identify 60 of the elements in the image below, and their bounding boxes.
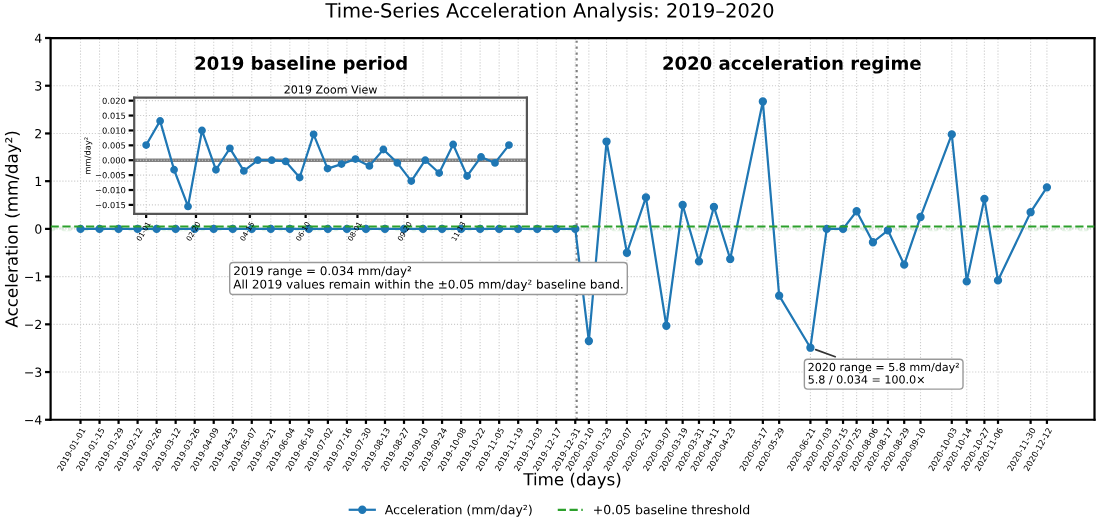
point: [868, 238, 878, 247]
point: [1026, 208, 1035, 217]
point: [184, 202, 192, 211]
point: [295, 173, 304, 182]
point: [463, 172, 471, 180]
point: [337, 160, 346, 168]
point: [962, 277, 971, 286]
point: [198, 126, 206, 135]
point: [552, 224, 561, 234]
point: [393, 159, 402, 167]
point: [662, 321, 671, 330]
point: [212, 165, 220, 174]
point: [281, 157, 290, 166]
point: [309, 130, 318, 139]
chart-title: Time-Series Acceleration Analysis: 2019–2020: [325, 2, 774, 22]
point: [852, 207, 861, 216]
point: [114, 224, 123, 234]
annotation: 2019 baseline period: [195, 56, 407, 74]
point: [170, 165, 178, 174]
point: [267, 156, 276, 165]
x-axis-title: Time (days): [523, 472, 621, 489]
point: [822, 224, 831, 234]
point: [900, 260, 909, 269]
point: [156, 117, 164, 125]
point: [491, 159, 499, 167]
point: [253, 156, 262, 165]
point: [1042, 183, 1052, 192]
point: [883, 226, 893, 235]
point: [622, 248, 632, 257]
point: [758, 97, 768, 106]
point: [225, 144, 234, 153]
point: [916, 212, 925, 222]
point: [584, 336, 594, 346]
y-axis-title: Acceleration (mm/day²): [4, 131, 22, 328]
point: [323, 164, 332, 173]
point: [947, 130, 956, 139]
point: [505, 141, 513, 149]
point: [709, 202, 719, 212]
point: [365, 162, 374, 170]
point: [209, 224, 218, 234]
point: [239, 167, 248, 175]
point: [774, 291, 784, 300]
point: [993, 276, 1003, 285]
point: [602, 137, 611, 146]
point: [435, 169, 444, 177]
point: [421, 156, 430, 165]
point: [351, 155, 360, 163]
point: [641, 193, 651, 202]
point: [361, 224, 371, 234]
point: [694, 257, 704, 266]
point: [678, 200, 687, 210]
point: [477, 153, 485, 161]
point: [142, 141, 151, 149]
point: [726, 254, 735, 264]
point: [980, 194, 989, 203]
point: [449, 140, 458, 149]
annotation: 2020 acceleration regime: [663, 55, 921, 74]
point: [379, 145, 388, 154]
point: [407, 177, 416, 185]
point: [806, 343, 815, 352]
